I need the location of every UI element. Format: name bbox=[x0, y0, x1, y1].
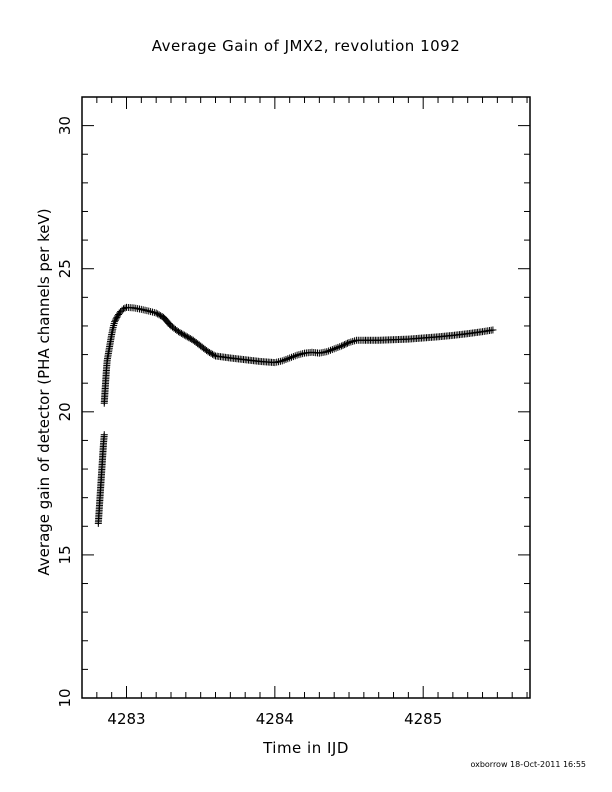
x-tick-label: 4285 bbox=[404, 710, 442, 728]
y-tick-label: 25 bbox=[56, 259, 74, 278]
axis-ticks bbox=[81, 96, 530, 699]
data-point bbox=[209, 350, 217, 358]
data-point bbox=[154, 310, 162, 318]
chart-title: Average Gain of JMX2, revolution 1092 bbox=[151, 37, 461, 55]
data-point bbox=[207, 349, 215, 357]
data-point bbox=[148, 308, 156, 316]
data-point bbox=[177, 329, 185, 337]
data-point bbox=[338, 342, 346, 350]
data-point bbox=[295, 351, 303, 359]
data-points bbox=[94, 303, 497, 527]
data-point bbox=[204, 348, 212, 356]
data-point bbox=[180, 331, 188, 339]
data-point bbox=[344, 339, 352, 347]
data-point bbox=[100, 431, 108, 439]
data-point bbox=[155, 311, 163, 319]
y-tick-label: 10 bbox=[56, 688, 74, 707]
data-point bbox=[185, 334, 193, 342]
data-point bbox=[147, 308, 155, 316]
data-point bbox=[186, 335, 194, 343]
data-point bbox=[210, 351, 218, 359]
x-tick-label: 4284 bbox=[256, 710, 294, 728]
x-axis-label: Time in IJD bbox=[263, 739, 349, 757]
data-point bbox=[347, 338, 355, 346]
data-point bbox=[341, 341, 349, 349]
data-point bbox=[174, 328, 182, 336]
data-point bbox=[179, 330, 187, 338]
data-point bbox=[339, 341, 347, 349]
data-point bbox=[117, 308, 125, 316]
x-tick-label: 4283 bbox=[107, 710, 145, 728]
data-point bbox=[182, 332, 190, 340]
data-point bbox=[176, 329, 184, 337]
data-point bbox=[111, 318, 119, 326]
y-tick-label: 30 bbox=[56, 116, 74, 135]
data-point bbox=[111, 316, 119, 324]
data-point bbox=[489, 326, 497, 334]
data-point bbox=[112, 315, 120, 323]
data-point bbox=[152, 309, 160, 317]
data-point bbox=[157, 312, 165, 320]
data-point bbox=[299, 350, 307, 358]
y-tick-label: 15 bbox=[56, 545, 74, 564]
data-point bbox=[120, 305, 128, 313]
plot-frame bbox=[81, 96, 531, 699]
y-axis-label: Average gain of detector (PHA channels p… bbox=[35, 208, 53, 575]
data-point bbox=[206, 349, 214, 357]
data-point bbox=[351, 337, 359, 345]
footer-stamp: oxborrow 18-Oct-2011 16:55 bbox=[470, 760, 586, 769]
data-point bbox=[342, 340, 350, 348]
y-tick-label: 20 bbox=[56, 402, 74, 421]
data-point bbox=[349, 337, 357, 345]
data-point bbox=[145, 307, 153, 315]
data-point bbox=[297, 350, 305, 358]
axis-tick-labels: 10 15 20 25 30 4283 4284 4285 bbox=[56, 116, 442, 728]
data-point bbox=[183, 333, 191, 341]
data-point bbox=[113, 313, 121, 321]
